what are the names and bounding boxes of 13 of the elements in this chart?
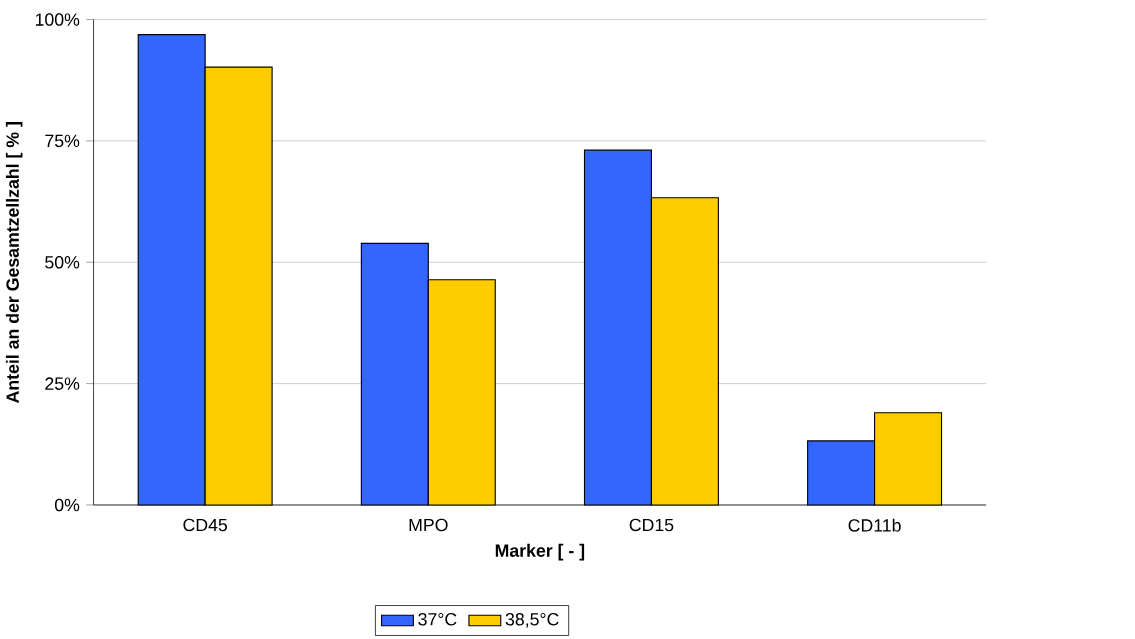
x-axis-title: Marker [ - ] [495, 543, 585, 561]
x-tick-label: CD45 [183, 518, 228, 532]
x-tick-label: CD15 [629, 518, 674, 532]
x-tick-label: MPO [409, 518, 448, 532]
y-tick-label: 0% [54, 498, 80, 512]
legend-label: 37°C [418, 612, 457, 626]
legend-label: 38,5°C [505, 612, 559, 628]
y-tick-label: 50% [45, 255, 80, 269]
y-axis-title: Anteil an der Gesamtzellzahl [ % ] [5, 122, 23, 403]
y-tick-label: 100% [35, 13, 80, 26]
x-tick-label: CD11b [848, 518, 901, 532]
y-tick-label: 25% [45, 377, 80, 390]
y-tick-label: 75% [45, 134, 80, 148]
